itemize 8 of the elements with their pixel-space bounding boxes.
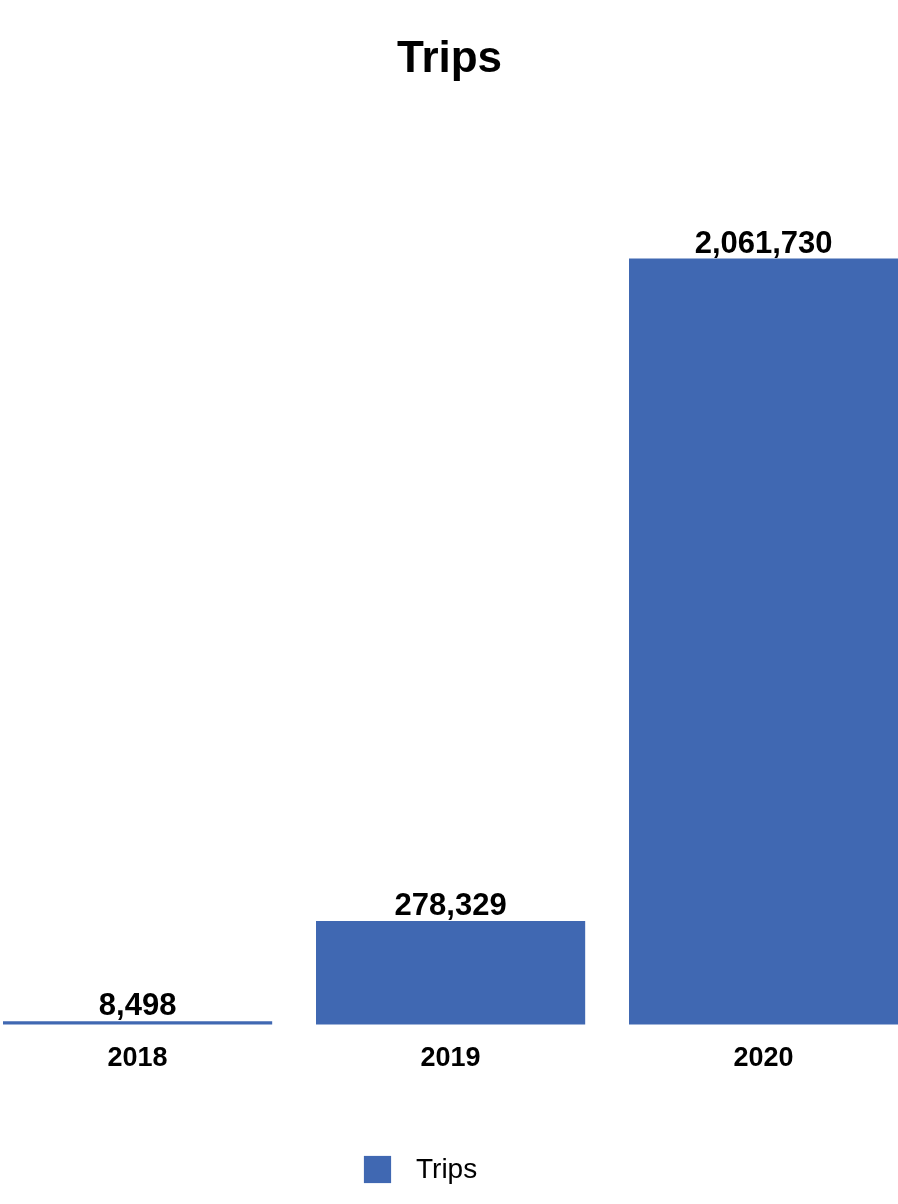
x-tick-label: 2019 <box>420 1041 481 1072</box>
data-label: 278,329 <box>394 887 507 923</box>
x-tick-label: 2018 <box>107 1041 168 1072</box>
legend-label: Trips <box>416 1152 478 1186</box>
chart-title: Trips <box>396 31 503 81</box>
data-label: 2,061,730 <box>694 224 833 260</box>
data-label: 8,498 <box>98 987 177 1023</box>
x-tick-label: 2020 <box>733 1041 794 1072</box>
